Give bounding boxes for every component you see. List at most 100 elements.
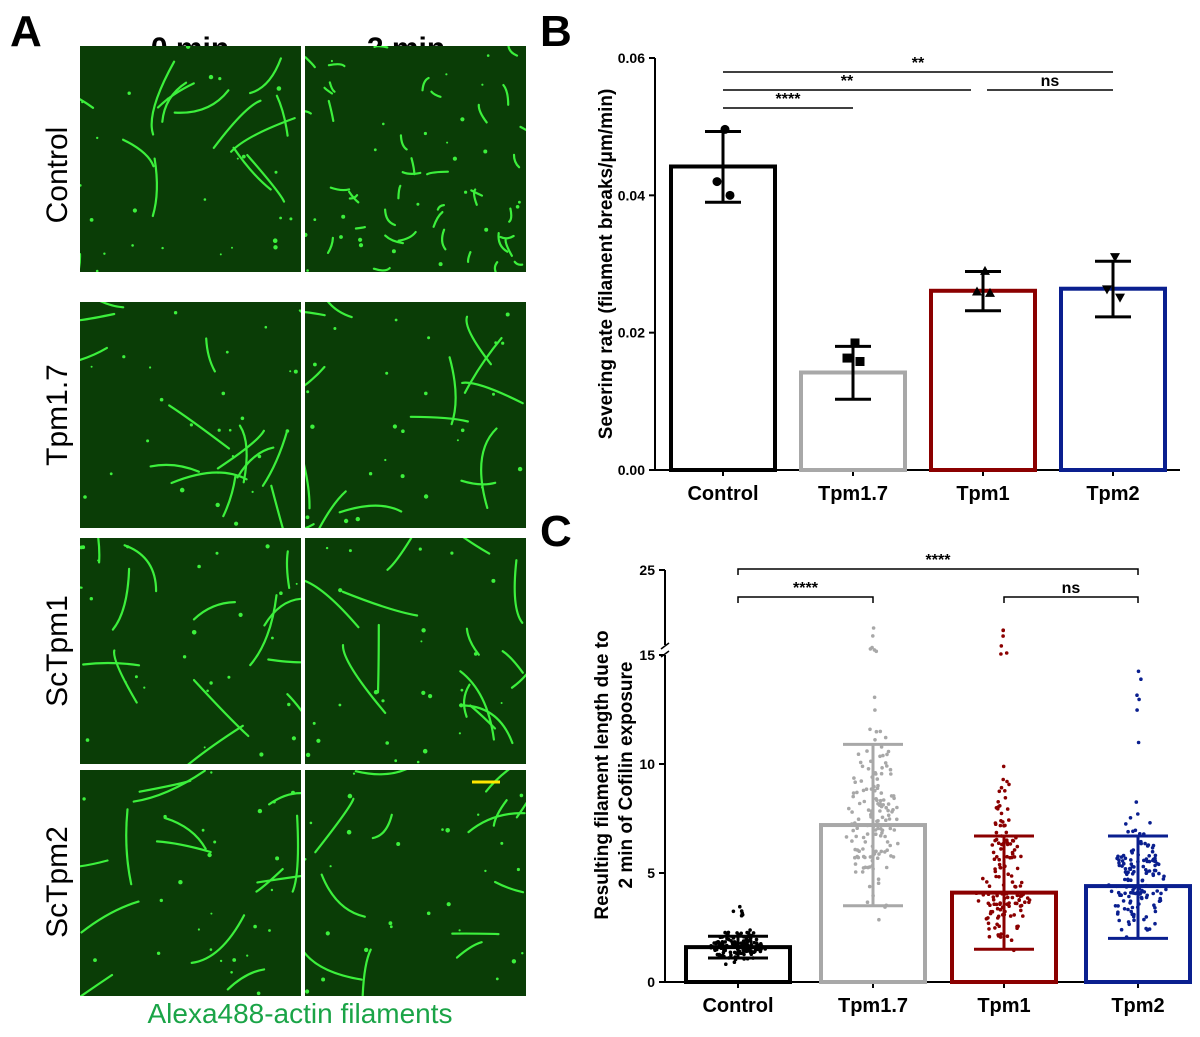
chart-b-point-tpm2: [1102, 285, 1112, 295]
chart-b-xtick-label-tpm2: Tpm2: [1086, 483, 1139, 505]
chart-b-ytick-label: 0.06: [618, 50, 645, 66]
chart-c-point-tpm2: [1128, 867, 1133, 871]
chart-c-point-tpm17: [886, 808, 890, 813]
chart-b-xtick-label-tpm17: Tpm1.7: [818, 483, 888, 505]
chart-c-point-tpm1: [1010, 838, 1015, 843]
chart-c-point-tpm17: [895, 805, 899, 810]
chart-c-point-tpm2: [1123, 856, 1128, 861]
chart-c-point-tpm17: [874, 649, 879, 654]
chart-c-point-tpm2: [1129, 890, 1133, 895]
chart-c-ytick-label: 0: [647, 974, 655, 990]
chart-c-point-tpm1: [1015, 844, 1020, 849]
chart-c-sig-bracket: [1003, 596, 1139, 603]
chart-c-point-tpm2: [1142, 917, 1146, 922]
chart-c-point-tpm2: [1153, 909, 1158, 914]
chart-c-ytick-label: 15: [639, 647, 655, 663]
chart-c-point-tpm1: [1003, 789, 1007, 793]
chart-c-point-tpm1: [976, 899, 981, 903]
chart-c-point-tpm17: [847, 806, 851, 811]
chart-c-point-tpm17: [858, 760, 863, 765]
chart-c-point-control: [738, 904, 742, 909]
chart-c-point-tpm17: [874, 832, 878, 836]
chart-c-point-tpm1: [998, 804, 1002, 808]
chart-c-point-tpm17: [889, 854, 893, 858]
chart-c-point-tpm1: [1008, 855, 1012, 860]
chart-c-sig-label: ns: [1062, 580, 1081, 597]
chart-c-point-tpm1: [986, 892, 991, 896]
micrograph-sctpm1-0min: [80, 538, 301, 764]
chart-b-xtick-label-tpm1: Tpm1: [956, 483, 1009, 505]
chart-c-point-tpm2: [1152, 903, 1156, 907]
chart-c-xtick-label-tpm2: Tpm2: [1111, 995, 1164, 1017]
chart-c-point-tpm2: [1146, 843, 1151, 847]
chart-c-point-tpm1: [1008, 914, 1013, 918]
chart-c-point-tpm2: [1130, 851, 1134, 855]
chart-c-point-tpm1: [1001, 628, 1005, 633]
chart-c-point-tpm1: [996, 934, 1001, 938]
chart-c-point-tpm17: [886, 749, 891, 754]
chart-c-point-tpm17: [852, 776, 856, 780]
chart-c-point-tpm1: [984, 917, 989, 921]
chart-c-point-tpm17: [885, 752, 889, 757]
chart-c-point-tpm1: [996, 841, 1001, 845]
panel-letter-c: C: [540, 507, 572, 556]
chart-c-point-tpm17: [876, 826, 880, 831]
chart-c-point-tpm1: [1015, 893, 1020, 898]
chart-c-point-tpm2: [1117, 861, 1121, 865]
chart-c-point-tpm1: [988, 903, 992, 907]
chart-c-point-tpm2: [1117, 918, 1121, 923]
chart-c-point-tpm2: [1123, 891, 1127, 896]
chart-c-point-tpm1: [1005, 779, 1009, 784]
chart-c-point-control: [754, 941, 759, 945]
chart-c-sig-bracket: [737, 568, 1139, 575]
chart-c-point-tpm17: [853, 862, 858, 866]
chart-c-point-tpm17: [865, 900, 870, 904]
chart-b-bar-control: [669, 164, 777, 472]
chart-c-point-tpm2: [1144, 926, 1148, 931]
chart-c-point-tpm17: [855, 826, 859, 830]
chart-c-point-tpm2: [1126, 829, 1130, 834]
chart-c-point-tpm1: [974, 891, 979, 895]
chart-c-xtick-label-tpm1: Tpm1: [977, 995, 1030, 1017]
chart-c-point-tpm1: [1005, 807, 1010, 811]
chart-c-point-tpm1: [993, 821, 998, 825]
chart-c-point-tpm17: [873, 738, 877, 742]
chart-c-point-tpm17: [871, 634, 875, 638]
chart-c-point-tpm17: [862, 799, 867, 804]
chart-c-point-tpm1: [1016, 924, 1020, 929]
chart-c-point-tpm17: [881, 753, 885, 758]
chart-c-point-tpm17: [884, 818, 888, 822]
chart-c-point-tpm1: [1002, 823, 1006, 828]
chart-c-point-control: [712, 941, 716, 945]
chart-b-point-control: [720, 124, 730, 134]
chart-c-point-tpm17: [886, 802, 891, 806]
chart-c-point-tpm17: [888, 767, 893, 772]
chart-c-point-tpm17: [879, 771, 884, 776]
chart-c-point-tpm2: [1116, 904, 1120, 908]
chart-c-point-tpm17: [866, 808, 871, 812]
chart-c-point-tpm2: [1155, 889, 1159, 893]
chart-c-point-tpm2: [1144, 915, 1149, 919]
chart-c-point-control: [758, 949, 763, 953]
chart-c-point-tpm1: [987, 927, 991, 931]
chart-b-point-tpm17: [842, 353, 852, 363]
chart-b-point-tpm2: [1115, 293, 1125, 303]
chart-c-point-tpm2: [1113, 904, 1118, 908]
chart-c-point-tpm1: [987, 884, 992, 888]
chart-c-point-tpm17: [844, 835, 849, 839]
chart-c-point-tpm2: [1136, 812, 1140, 816]
chart-c-point-tpm17: [888, 826, 893, 831]
chart-c-point-tpm2: [1117, 858, 1121, 862]
chart-c-point-tpm17: [851, 791, 856, 795]
chart-c-point-tpm17: [879, 791, 884, 795]
chart-c-point-tpm2: [1164, 887, 1168, 892]
chart-c-point-control: [749, 951, 753, 955]
chart-c-point-tpm17: [889, 772, 893, 776]
chart-b-point-tpm2: [1110, 253, 1120, 263]
chart-c-point-tpm1: [1019, 908, 1023, 913]
chart-c-point-tpm1: [999, 932, 1003, 936]
chart-c-point-tpm17: [874, 772, 878, 776]
chart-c-point-tpm1: [988, 911, 993, 916]
chart-c-point-tpm2: [1153, 863, 1157, 868]
chart-c-point-tpm1: [991, 895, 996, 899]
